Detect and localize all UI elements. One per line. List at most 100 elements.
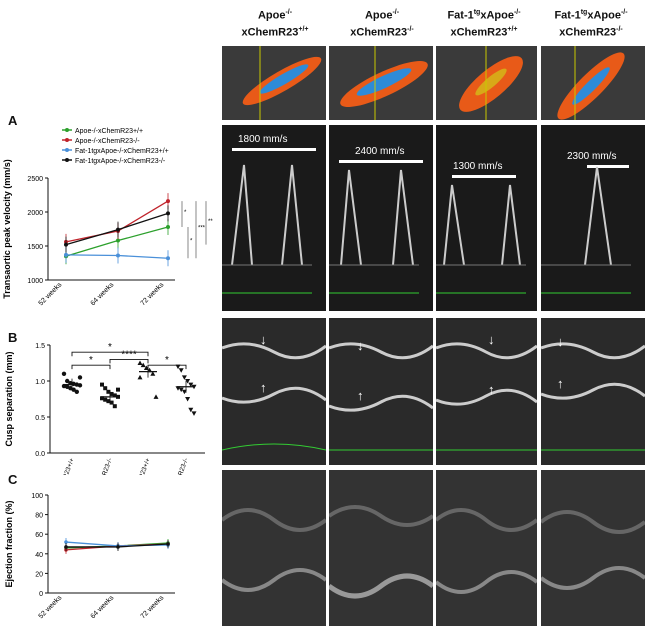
panel-label-c: C: [8, 472, 18, 487]
data-point: [64, 242, 68, 247]
legend-marker: [65, 158, 69, 162]
data-point: [166, 256, 170, 261]
y-tick-label: 1500: [27, 244, 43, 251]
legend-label: Apoe-/-xChemR23-/-: [75, 138, 140, 145]
up-arrow-icon: ↑: [357, 388, 364, 403]
m-mode-image-4: ↓ ↑: [541, 318, 645, 465]
data-point: [65, 378, 70, 384]
data-point: [106, 389, 111, 394]
data-point: [178, 387, 184, 393]
color-doppler-image-4: [541, 46, 645, 120]
data-point: [74, 389, 80, 394]
data-point: [153, 394, 159, 399]
lv-m-mode-image-3: [436, 470, 537, 626]
data-point: [103, 397, 108, 402]
data-point: [166, 211, 170, 216]
data-point: [188, 407, 194, 413]
data-point: [191, 411, 197, 416]
panel-label-b: B: [8, 330, 18, 345]
data-point: [109, 400, 114, 405]
sig-bracket: [71, 351, 149, 357]
x-tick-label: Fat-1tgxApoe-/-xChemR23-/-: [155, 457, 190, 475]
lv-m-mode-image-1: [222, 470, 326, 626]
y-tick-label: 60: [35, 532, 43, 539]
y-axis-title: Ejection fraction (%): [4, 500, 14, 587]
data-point: [100, 396, 104, 401]
data-point: [140, 362, 146, 368]
m-mode-image-1: ↓ ↑: [222, 318, 326, 465]
panel-label-a: A: [8, 113, 18, 128]
up-arrow-icon: ↑: [260, 380, 267, 395]
data-point: [166, 224, 170, 229]
sig-label: *: [108, 342, 112, 353]
color-doppler-image-1: [222, 46, 326, 120]
color-doppler-image-2: [329, 46, 433, 120]
data-point: [64, 252, 68, 257]
column-header-4: Fat-1tgxApoe-/- xChemR23-/-: [554, 9, 628, 39]
pw-doppler-image-4: 2300 mm/s: [541, 125, 645, 311]
x-tick-label: 52 weeks: [38, 281, 64, 307]
sig-label: ****: [121, 349, 137, 360]
velocity-label-4: 2300 mm/s: [567, 151, 617, 162]
data-point: [185, 397, 191, 402]
x-tick-label: 72 weeks: [140, 594, 166, 620]
data-point: [137, 360, 143, 365]
data-point: [116, 227, 120, 232]
x-tick-label: Fat-1tgxApoe-/-xChemR23+/+: [116, 457, 152, 475]
pw-doppler-image-2: 2400 mm/s: [329, 125, 433, 311]
down-arrow-icon: ↓: [488, 332, 495, 347]
column-header-1: Apoe-/- xChemR23+/+: [241, 9, 309, 39]
x-tick-label: 72 weeks: [140, 281, 166, 307]
up-arrow-icon: ↑: [488, 382, 495, 397]
data-point: [77, 383, 83, 388]
x-tick-label: 64 weeks: [90, 281, 116, 307]
lv-m-mode-image-4: [541, 470, 645, 626]
legend-label: Apoe-/-xChemR23+/+: [75, 128, 143, 135]
x-tick-label: 52 weeks: [38, 594, 64, 620]
x-tick-label: Apoe-/-xChemR23-/-: [87, 457, 114, 475]
data-point: [166, 199, 170, 204]
data-point: [178, 368, 184, 373]
y-axis-title: Cusp separation (mm): [4, 351, 14, 446]
x-tick-label: Apoe-/-xChemR23+/+: [48, 457, 76, 475]
sig-label: *: [184, 210, 187, 216]
data-point: [61, 371, 67, 376]
y-tick-label: 1.0: [35, 379, 45, 386]
data-point: [175, 364, 181, 370]
sig-label: *: [190, 239, 193, 245]
data-point: [116, 238, 120, 243]
up-arrow-icon: ↑: [557, 376, 564, 391]
data-point: [181, 375, 187, 380]
y-tick-label: 20: [35, 571, 43, 578]
data-point: [150, 371, 156, 376]
data-point: [116, 387, 120, 392]
y-axis-title: Transaortic peak velocity (mm/s): [2, 159, 12, 299]
m-mode-image-3: ↓ ↑: [436, 318, 537, 465]
data-point: [112, 404, 117, 409]
data-point: [112, 393, 117, 398]
x-tick-label: 64 weeks: [90, 594, 116, 620]
pw-doppler-image-1: 1800 mm/s: [222, 125, 326, 311]
y-tick-label: 1000: [27, 278, 43, 285]
y-tick-label: 2500: [27, 176, 43, 183]
sig-bracket: [71, 364, 111, 370]
series-line: [65, 200, 169, 243]
y-tick-label: 80: [35, 513, 43, 520]
down-arrow-icon: ↓: [557, 334, 564, 349]
sig-label: ***: [198, 226, 206, 232]
velocity-label-2: 2400 mm/s: [355, 146, 405, 157]
y-tick-label: 100: [31, 493, 43, 500]
legend-label: Fat-1tgxApoe-/-xChemR23+/+: [75, 148, 169, 155]
data-point: [137, 374, 143, 380]
chart-c: 0 20 40 60 80 100 52 weeks 64 weeks 72 weeks Ejec…: [4, 493, 175, 620]
down-arrow-icon: ↓: [357, 338, 364, 353]
velocity-label-1: 1800 mm/s: [238, 134, 288, 145]
color-doppler-image-3: [436, 46, 537, 120]
legend-label: Fat-1tgxApoe-/-xChemR23-/-: [75, 158, 166, 165]
chart-a: 1000 1500 2000 2500 52 weeks 64 weeks 72 weeks…: [2, 128, 213, 307]
data-point: [64, 540, 68, 544]
legend-marker: [65, 138, 69, 142]
column-header-2: Apoe-/- xChemR23-/-: [350, 9, 414, 39]
y-tick-label: 0: [39, 591, 43, 598]
m-mode-image-2: ↓ ↑: [329, 318, 433, 465]
